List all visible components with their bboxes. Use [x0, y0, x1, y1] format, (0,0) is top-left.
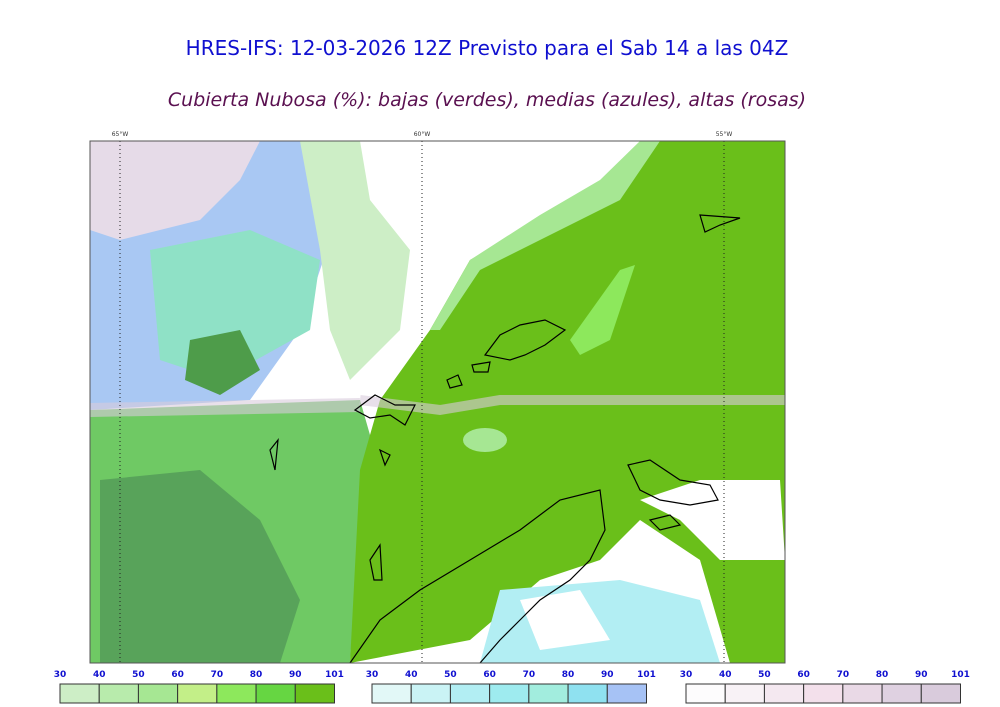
colorbar-label: 30	[366, 670, 379, 680]
colorbar-swatch	[489, 683, 530, 704]
colorbar-label: 40	[93, 670, 106, 680]
colorbar-label: 40	[719, 670, 732, 680]
subtitle: Cubierta Nubosa (%): bajas (verdes), med…	[168, 89, 806, 111]
colorbar-swatch	[294, 683, 335, 704]
colorbar-swatch	[685, 683, 726, 704]
colorbar-swatch	[177, 683, 218, 704]
colorbar-label: 80	[250, 670, 263, 680]
colorbar-label: 101	[951, 670, 970, 680]
colorbar-label: 101	[637, 670, 656, 680]
colorbar-swatch	[881, 683, 922, 704]
colorbar-swatch	[255, 683, 296, 704]
colorbar-label: 80	[876, 670, 889, 680]
colorbar-swatch	[606, 683, 647, 704]
colorbar-swatch	[449, 683, 491, 704]
colorbar-swatch	[216, 683, 257, 704]
colorbar-label: 101	[325, 670, 344, 680]
colorbar-swatch	[371, 683, 412, 704]
longitude-label: 55°W	[716, 131, 733, 138]
colorbar-label: 90	[915, 670, 928, 680]
colorbar-swatch	[842, 683, 883, 704]
colorbar-label: 60	[171, 670, 184, 680]
colorbar-label: 50	[444, 670, 457, 680]
colorbar-swatch	[137, 683, 179, 704]
longitude-label: 60°W	[414, 131, 431, 138]
colorbar-label: 90	[289, 670, 302, 680]
colorbar-swatch	[567, 683, 608, 704]
colorbar-label: 40	[405, 670, 418, 680]
colorbar-swatch	[410, 683, 451, 704]
colorbar-label: 70	[837, 670, 850, 680]
colorbar-label: 50	[132, 670, 145, 680]
colorbar-label: 80	[562, 670, 575, 680]
colorbar-label: 60	[797, 670, 810, 680]
map: 65°W 60°W 55°W	[89, 131, 786, 664]
colorbar-swatch	[59, 683, 100, 704]
colorbar-swatch	[98, 683, 139, 704]
colorbar-swatch	[528, 683, 569, 704]
colorbar-label: 60	[483, 670, 496, 680]
colorbar-swatch	[763, 683, 805, 704]
colorbar-swatch	[803, 683, 844, 704]
colorbar-label: 70	[211, 670, 224, 680]
colorbar-swatch	[724, 683, 765, 704]
longitude-label: 65°W	[112, 131, 129, 138]
colorbar-label: 50	[758, 670, 771, 680]
colorbar-label: 70	[523, 670, 536, 680]
title: HRES-IFS: 12-03-2026 12Z Previsto para e…	[186, 36, 789, 60]
colorbar-swatch	[920, 683, 961, 704]
colorbar-label: 30	[54, 670, 67, 680]
colorbar-label: 30	[680, 670, 693, 680]
colorbar-label: 90	[601, 670, 614, 680]
